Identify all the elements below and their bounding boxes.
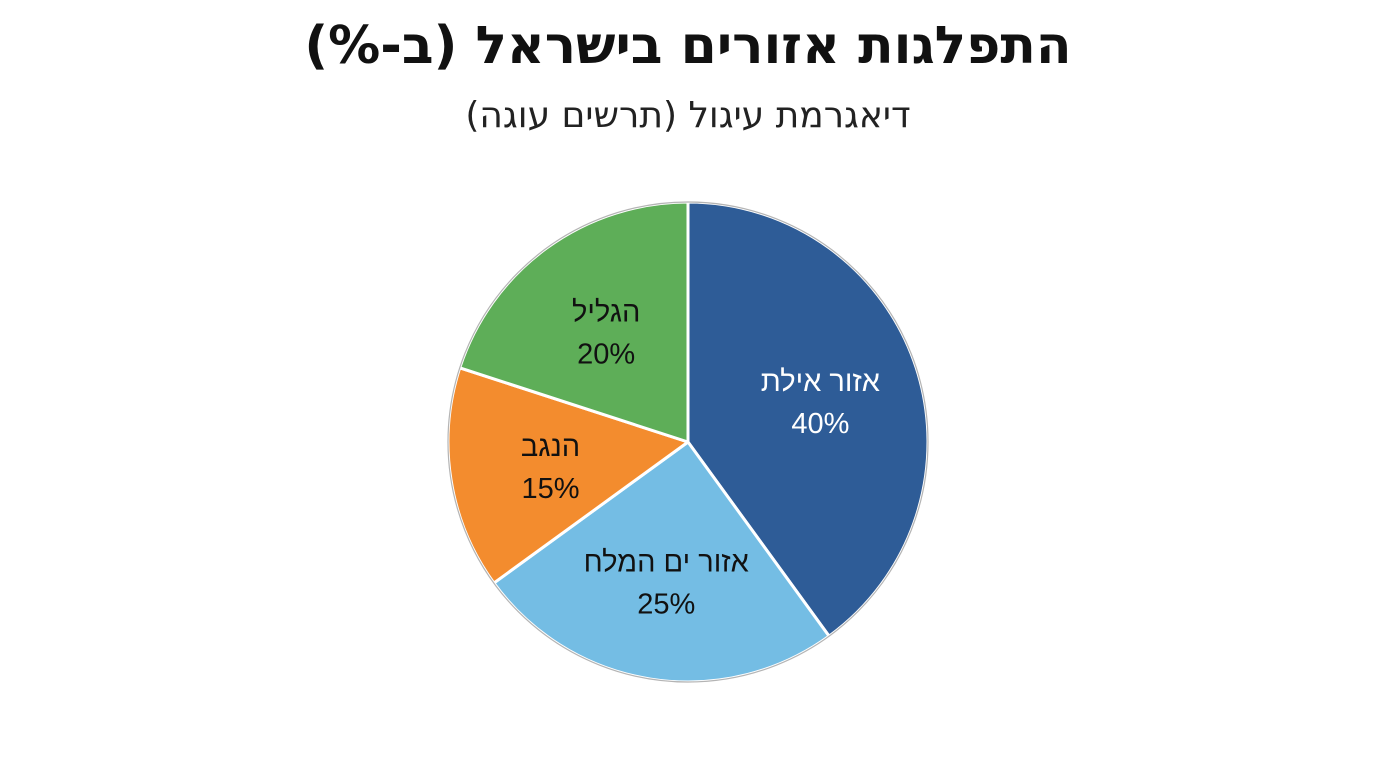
- pie-slice-3: [446, 366, 690, 585]
- slice-label-name-1: אזור אילת: [761, 366, 880, 398]
- slice-label-name-4: הגליל: [572, 296, 640, 328]
- slice-label-value-3: 15%: [521, 473, 579, 505]
- pie-outline: [447, 201, 929, 683]
- slice-label-value-4: 20%: [577, 338, 635, 370]
- pie-slice-4: [458, 200, 690, 444]
- chart-title: התפלגות אזורים בישראל (ב-%): [304, 16, 1072, 76]
- slice-label-value-2: 25%: [637, 588, 695, 620]
- pie-slice-2: [492, 440, 831, 684]
- chart-subtitle: דיאגרמת עיגול (תרשים עוגה): [465, 95, 911, 136]
- slice-label-name-3: הנגב: [521, 431, 580, 463]
- slice-label-name-2: אזור ים המלח: [584, 546, 749, 578]
- pie-slice-1: [686, 200, 930, 638]
- slice-label-value-1: 40%: [791, 408, 849, 440]
